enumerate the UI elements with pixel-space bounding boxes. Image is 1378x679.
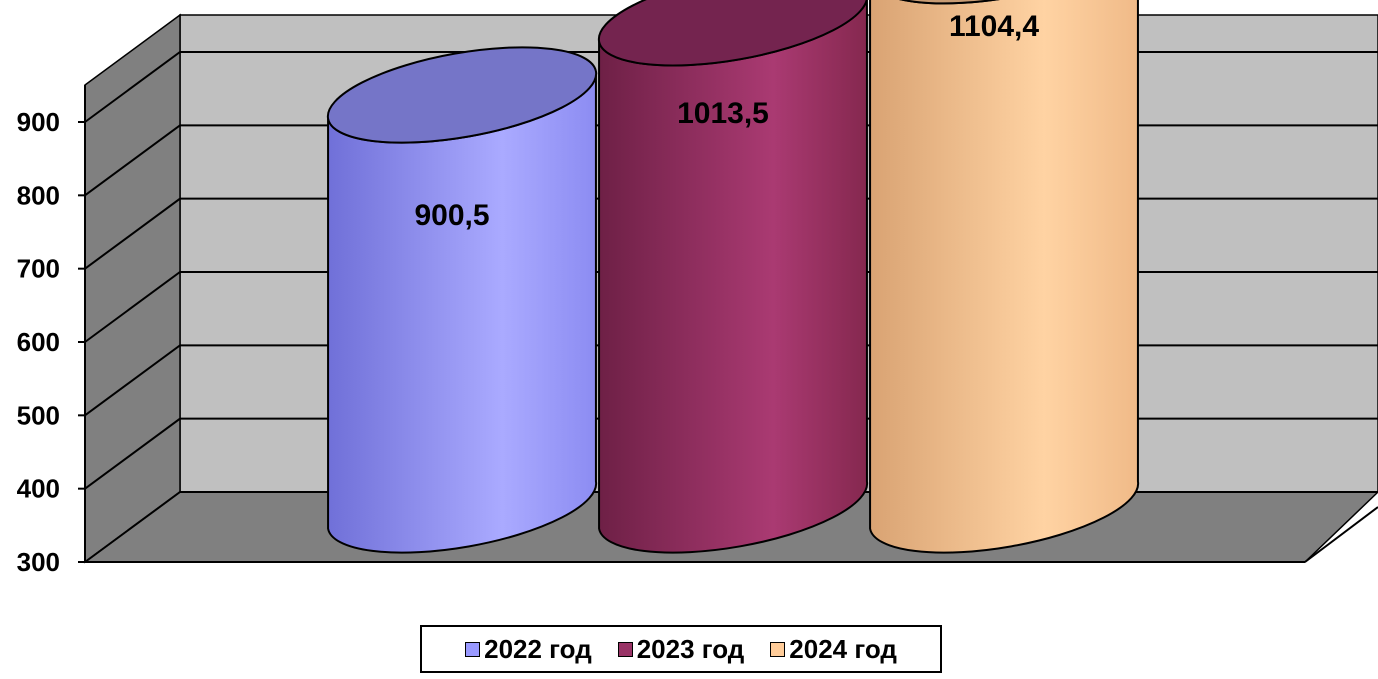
- legend-label: 2022 год: [484, 633, 592, 664]
- y-tick-label: 400: [17, 474, 60, 504]
- chart-area: 300 400 500 600 700 800 900 900,5 1013,5 1104,4: [17, 0, 1378, 577]
- y-tick-label: 300: [17, 547, 60, 577]
- y-tick-label: 800: [17, 180, 60, 210]
- bar-2022-год: [326, 46, 598, 554]
- bar-body: [869, 0, 1140, 554]
- data-label: 1013,5: [677, 97, 769, 130]
- y-tick-label: 700: [17, 254, 60, 284]
- data-label: 900,5: [414, 199, 489, 232]
- legend-item-2022: 2022 год: [465, 634, 592, 665]
- bars: [326, 0, 1140, 554]
- cylinder-chart: 300 400 500 600 700 800 900 900,5 1013,5 1104,4: [17, 0, 1378, 577]
- y-tick-label: 600: [17, 327, 60, 357]
- y-tick-label: 500: [17, 400, 60, 430]
- legend-item-2024: 2024 год: [770, 634, 897, 665]
- data-label: 1104,4: [949, 10, 1039, 43]
- legend: 2022 год 2023 год 2024 год: [420, 625, 942, 673]
- bar-2023-год: [597, 0, 869, 554]
- bar-top: [326, 46, 598, 144]
- side-wall: [84, 13, 181, 564]
- bar-body: [327, 71, 598, 554]
- bar-top: [597, 0, 869, 67]
- legend-swatch-2024: [770, 641, 786, 657]
- y-tick-label: 900: [17, 107, 60, 137]
- legend-label: 2023 год: [636, 633, 745, 664]
- y-axis: 300 400 500 600 700 800 900: [17, 107, 85, 577]
- legend-item-2023: 2023 год: [617, 633, 745, 665]
- legend-label: 2024 год: [789, 633, 897, 664]
- legend-swatch-2022: [465, 641, 481, 657]
- bar-2024-год: [868, 0, 1140, 554]
- floor-right-edge: [1304, 506, 1378, 563]
- data-labels: 900,5 1013,5 1104,4: [414, 10, 1039, 232]
- legend-swatch-2023: [617, 641, 633, 657]
- bar-body: [598, 0, 869, 554]
